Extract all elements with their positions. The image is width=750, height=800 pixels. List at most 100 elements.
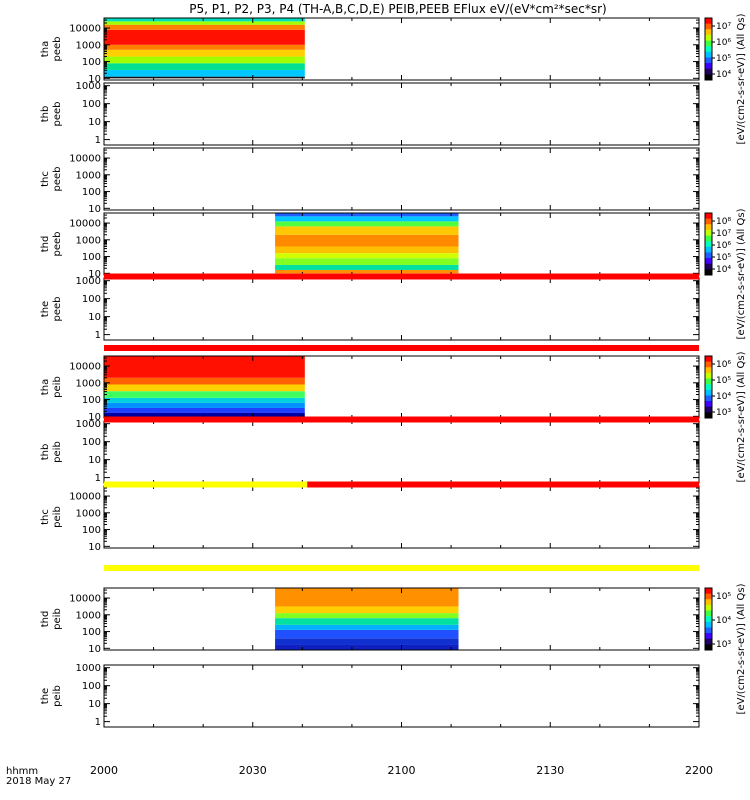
colorbar-segment (705, 40, 712, 47)
spectrogram-band (104, 356, 305, 378)
status-bar-segment (104, 565, 699, 571)
y-tick-label: 1 (95, 473, 101, 484)
colorbar-segment (705, 258, 712, 265)
colorbar-tick-label: 10⁵ (716, 253, 731, 263)
colorbar-segment (705, 51, 712, 58)
panel-frame (103, 664, 700, 728)
y-tick-label: 1000 (76, 610, 101, 621)
colorbar-frame (704, 212, 713, 276)
colorbar-frame (704, 587, 713, 651)
spectrogram-band (104, 391, 305, 398)
y-tick-label: 1000 (76, 170, 101, 181)
y-tick-label: 10000 (69, 362, 101, 373)
colorbar-segment (705, 235, 712, 242)
panel-thb-peeb: 1000 100 10 1 thb peeb (40, 81, 700, 146)
colorbar-segment (705, 68, 712, 75)
spectrogram-band (104, 29, 305, 45)
panel-ylabel-probe: thd (40, 611, 51, 628)
y-tick-label: 10 (88, 644, 101, 655)
spectrogram-band (275, 613, 459, 619)
x-tick-label: 2100 (388, 764, 416, 777)
y-tick-label: 100 (82, 294, 101, 305)
panel-ylabel-product: peeb (52, 297, 63, 322)
y-tick-label: 100 (82, 627, 101, 638)
colorbar-segment (705, 627, 712, 634)
colorbar-segment (705, 604, 712, 612)
panel-ylabel-product: peeb (52, 167, 63, 192)
colorbar-segment (705, 23, 712, 30)
colorbar-segment (705, 610, 712, 617)
panel-ylabel-product: peeb (52, 102, 63, 127)
y-tick-label: 10 (88, 542, 101, 553)
spectrogram-band (104, 407, 305, 413)
panel-ylabel-product: peib (52, 441, 63, 463)
colorbar-frame (704, 355, 713, 419)
panel-ylabel-product: peib (52, 608, 63, 630)
colorbar-segment (705, 644, 712, 651)
status-bar-segment (104, 481, 308, 488)
colorbar-cb2: 10⁸ 10⁷ 10⁶ 10⁵ 10⁴ [eV/(cm2-s-sr-eV)] (All Q… (704, 208, 747, 339)
x-tick-label: 2030 (239, 764, 267, 777)
y-tick-label: 1 (95, 135, 101, 146)
y-tick-label: 100 (82, 395, 101, 406)
colorbar-title: [eV/(cm2-s-sr-eV)] (All Qs) (736, 208, 747, 339)
colorbar-segment (705, 389, 712, 396)
colorbar-tick-label: 10⁵ (716, 376, 731, 386)
colorbar-cb3: 10⁶ 10⁵ 10⁴ 10³ [eV/(cm2-s-sr-eV)] (All Qs) (704, 351, 747, 482)
colorbar-segment (705, 46, 712, 53)
panel-frame (103, 277, 700, 341)
x-tick-label: 2000 (90, 764, 118, 777)
x-axis: 2000 2030 2100 2130 2200 (90, 764, 713, 777)
y-tick-label: 10000 (69, 24, 101, 35)
y-tick-label: 1000 (76, 508, 101, 519)
y-tick-label: 1000 (76, 235, 101, 246)
spectrogram-band (104, 18, 305, 22)
panel-the-peib: 1000 100 10 1 the peib (40, 663, 700, 728)
colorbar-segment (705, 74, 712, 81)
colorbar-segment (705, 241, 712, 248)
colorbar-cb4: 10⁵ 10⁴ 10³ [eV/(cm2-s-sr-eV)] (All Qs) (704, 583, 747, 714)
spectrogram-band (275, 213, 459, 217)
panel-frame (103, 485, 700, 549)
colorbar-segment (705, 57, 712, 64)
colorbar-tick-label: 10⁷ (716, 22, 731, 32)
colorbar-tick-label: 10⁴ (716, 70, 731, 80)
status-bar-segment (307, 481, 699, 488)
colorbar-title: [eV/(cm2-s-sr-eV)] (All Qs) (736, 583, 747, 714)
status-bar-segment (104, 273, 699, 280)
colorbar-segment (705, 252, 712, 259)
panel-ylabel-probe: the (40, 301, 51, 317)
colorbar-tick-label: 10³ (716, 408, 731, 418)
spectrogram-band (275, 226, 459, 235)
colorbar-tick-label: 10⁵ (716, 592, 731, 602)
panel-the-peeb: 1000 100 10 1 the peeb (40, 276, 700, 341)
x-axis-date-label: 2018 May 27 (6, 776, 71, 787)
spectrogram-band (104, 412, 305, 418)
spectrogram-band (275, 264, 459, 270)
spectrogram-band (275, 624, 459, 630)
colorbar-segment (705, 63, 712, 70)
y-tick-label: 10000 (69, 594, 101, 605)
panel-ylabel-product: peeb (52, 37, 63, 62)
spectrogram-band (104, 69, 305, 77)
colorbar-tick-label: 10⁴ (716, 616, 731, 626)
y-tick-label: 10 (88, 204, 101, 215)
panel-frame (103, 82, 700, 146)
y-tick-label: 1000 (76, 378, 101, 389)
colorbar-segment (705, 361, 712, 368)
colorbar-segment (705, 34, 712, 42)
y-tick-label: 10000 (69, 154, 101, 165)
colorbar-tick-label: 10⁴ (716, 392, 731, 402)
panel-thb-peib: 1000 100 10 1 thb peib (40, 419, 700, 484)
spectrogram-band (275, 221, 459, 227)
spectrogram-band (104, 21, 305, 25)
spectrogram-band (104, 56, 305, 64)
panel-thc-peeb: 10000 1000 100 10 thc peeb (40, 147, 700, 215)
colorbar-segment (705, 269, 712, 276)
spectrogram-band (104, 24, 305, 30)
colorbar-segment (705, 616, 712, 623)
x-axis-format-label: hhmm (6, 766, 38, 777)
panel-tha-peeb: 10000 1000 100 10 tha peeb (40, 17, 700, 85)
